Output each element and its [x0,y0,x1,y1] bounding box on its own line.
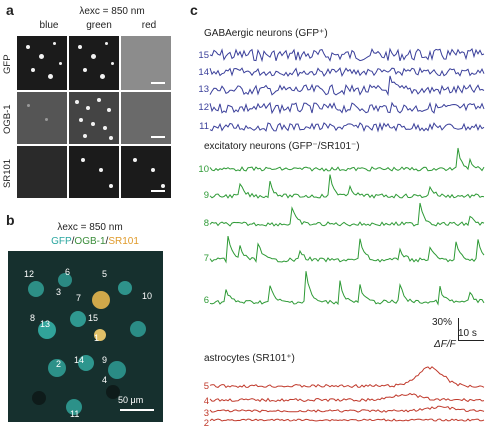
trace-label-5: 5 [203,381,209,392]
cell-number-15: 15 [88,313,99,323]
image-sr101-blue [17,146,67,198]
scale-time: 10 s [458,328,477,339]
trace-label-9: 9 [203,190,209,201]
trace-label-10: 10 [198,164,209,175]
overlay-scalebar [120,409,154,411]
trace-label-3: 3 [203,408,209,419]
trace-label-11: 11 [199,121,209,132]
trace-12 [209,101,485,115]
scale-amplitude: 30% [432,317,453,328]
group-title-excitatory: excitatory neurons (GFP⁻/SR101⁻) [204,141,360,152]
trace-label-12: 12 [198,102,209,113]
trace-11 [209,122,485,133]
scale-unit: ΔF/F [434,339,456,350]
cell-number-7: 7 [76,293,82,303]
scale-bar-horizontal [458,340,484,341]
panel-c-letter: c [190,2,198,18]
panel-b-excitation: λexc = 850 nm [57,222,123,233]
legend-sep-2: / [105,236,109,247]
cell-number-10: 10 [142,291,153,301]
trace-label-14: 14 [198,67,209,78]
cell-number-6: 6 [65,267,71,277]
cell-number-13: 13 [40,319,51,329]
image-ogb-blue [17,92,67,144]
trace-4 [209,392,485,403]
cell-number-14: 14 [74,355,85,365]
trace-3 [209,405,485,413]
trace-14 [209,66,485,78]
trace-label-6: 6 [203,295,209,306]
trace-label-4: 4 [203,396,209,407]
cell-number-8: 8 [30,313,36,323]
group-title-gabaergic: GABAergic neurons (GFP⁺) [204,28,328,39]
trace-label-2: 2 [203,418,209,429]
legend-gfp: GFP [51,236,72,247]
image-sr101-green [69,146,119,198]
trace-label-7: 7 [203,253,209,264]
cell-number-12: 12 [24,269,35,279]
image-gfp-blue [17,36,67,90]
image-gfp-red [121,36,171,90]
group-title-astrocytes: astrocytes (SR101⁺) [204,353,295,364]
trace-5 [209,366,485,389]
panel-b-letter: b [6,212,15,228]
cell-number-11: 11 [70,409,80,419]
trace-9 [209,174,485,199]
col-label-red: red [141,20,157,31]
image-ogb-green [69,92,119,144]
panel-b-legend: GFP/OGB-1/SR101 [30,236,160,247]
col-label-blue: blue [39,20,59,31]
trace-10 [209,147,485,172]
trace-6 [209,271,485,306]
cell-number-4: 4 [102,375,108,385]
trace-15 [209,47,485,63]
trace-label-13: 13 [198,84,209,95]
cell-number-1: 1 [94,333,100,343]
trace-7 [209,235,485,264]
cell-number-3: 3 [56,287,62,297]
image-sr101-red [121,146,171,198]
cell-number-2: 2 [56,359,62,369]
legend-ogb1: OGB-1 [74,236,106,247]
overlay-scalebar-label: 50 μm [118,395,144,405]
cell-number-5: 5 [102,269,108,279]
trace-8 [209,202,485,227]
overlay-image: 12 6 5 10 3 7 8 13 15 1 2 14 9 4 11 50 μ… [8,251,163,422]
image-gfp-green [69,36,119,90]
panel-a-letter: a [6,2,14,18]
trace-label-15: 15 [198,50,209,61]
scale-bar-vertical [458,318,459,340]
trace-label-8: 8 [203,218,209,229]
legend-sr101: SR101 [108,236,139,247]
legend-sep-1: / [71,236,75,247]
image-ogb-red [121,92,171,144]
col-label-green: green [86,20,112,31]
trace-2 [209,418,485,422]
cell-number-9: 9 [102,355,108,365]
trace-13 [209,75,485,97]
panel-a-excitation: λexc = 850 nm [79,6,145,17]
